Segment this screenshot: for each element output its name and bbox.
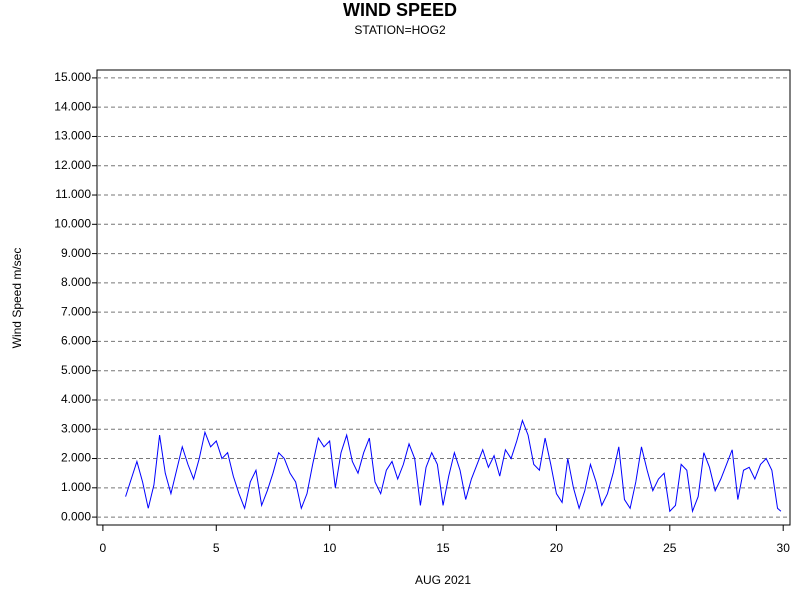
y-tick-label: 3.000: [61, 421, 91, 435]
x-axis-label: AUG 2021: [415, 573, 471, 587]
wind-speed-line: [125, 418, 782, 514]
y-tick-label: 6.000: [61, 334, 91, 348]
y-tick-label: 0.000: [61, 509, 91, 523]
y-tick-label: 12.000: [54, 158, 91, 172]
x-tick-label: 10: [323, 541, 337, 555]
y-tick-label: 14.000: [54, 99, 91, 113]
y-tick-label: 8.000: [61, 275, 91, 289]
y-tick-label: 9.000: [61, 246, 91, 260]
y-tick-label: 15.000: [54, 70, 91, 84]
y-tick-label: 4.000: [61, 392, 91, 406]
chart-subtitle: STATION=HOG2: [354, 23, 446, 37]
x-tick-label: 30: [777, 541, 791, 555]
y-tick-label: 10.000: [54, 216, 91, 230]
x-tick-label: 15: [436, 541, 450, 555]
y-tick-label: 2.000: [61, 451, 91, 465]
chart-title: WIND SPEED: [343, 0, 457, 20]
plot-frame: [96, 69, 791, 526]
y-tick-label: 5.000: [61, 363, 91, 377]
x-tick-label: 25: [663, 541, 677, 555]
x-tick-label: 5: [213, 541, 220, 555]
y-tick-label: 11.000: [55, 187, 91, 201]
x-tick-label: 0: [100, 541, 107, 555]
y-tick-label: 7.000: [61, 304, 91, 318]
x-tick-label: 20: [550, 541, 564, 555]
y-tick-label: 13.000: [54, 129, 91, 143]
y-axis-label: Wind Speed m/sec: [10, 248, 24, 349]
y-tick-label: 1.000: [61, 480, 91, 494]
